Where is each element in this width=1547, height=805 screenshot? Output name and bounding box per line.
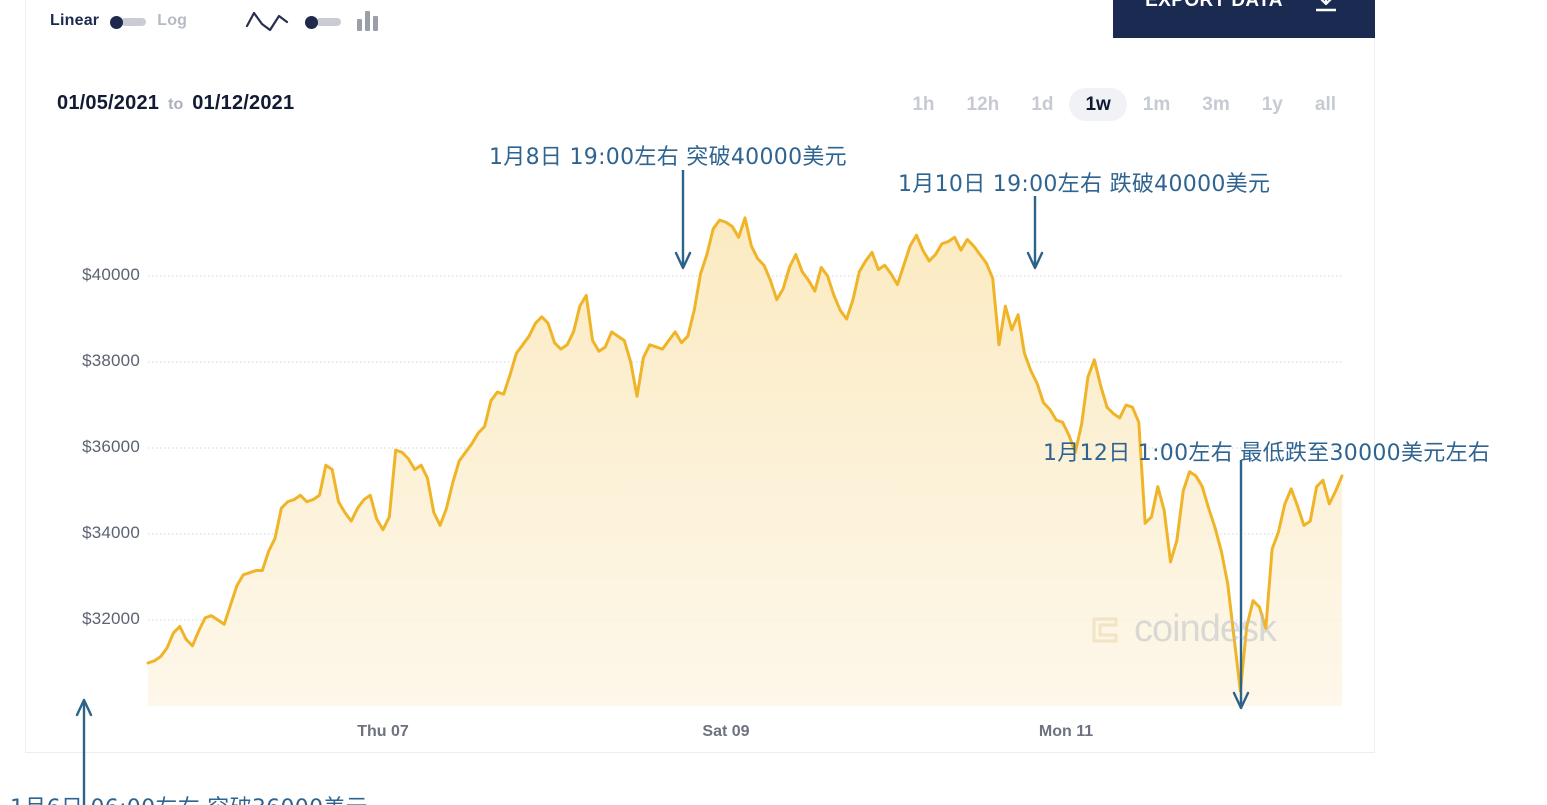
chart-type-group (245, 8, 379, 34)
toggle-knob (305, 15, 319, 29)
scale-log-label[interactable]: Log (157, 12, 188, 29)
period-1d[interactable]: 1d (1031, 94, 1054, 115)
y-axis-tick-label: $36000 (82, 437, 140, 456)
download-icon (1309, 0, 1343, 21)
x-axis-tick-label: Mon 11 (1038, 723, 1094, 740)
period-selector: 1h 12h 1d 1w 1m 3m 1y all (896, 88, 1352, 121)
annotation-break-above-40000: 1月8日 19:00左右 突破40000美元 (489, 145, 847, 170)
date-range: 01/05/2021 to 01/12/2021 (57, 92, 294, 115)
bar-chart-icon[interactable] (357, 11, 379, 31)
annotation-break-above-36000-cut: 1月6日 06:00左右 突破36000美元 (10, 790, 368, 805)
x-axis-tick-label: Sat 09 (702, 723, 750, 740)
range-start-date[interactable]: 01/05/2021 (57, 92, 160, 114)
range-to-label: to (168, 96, 184, 113)
toggle-track (121, 17, 147, 26)
export-data-button[interactable]: EXPORT DATA (1113, 0, 1375, 38)
y-axis-tick-label: $34000 (82, 523, 140, 542)
scale-toggle-switch[interactable] (110, 15, 147, 29)
period-1w[interactable]: 1w (1069, 88, 1127, 121)
coindesk-watermark: coindesk (1090, 608, 1277, 651)
toggle-track (316, 17, 342, 26)
x-axis-tick-label: Thu 07 (357, 723, 409, 740)
y-axis-tick-label: $38000 (82, 351, 140, 370)
range-end-date[interactable]: 01/12/2021 (192, 92, 295, 114)
toggle-knob (110, 15, 124, 29)
y-axis-tick-label: $40000 (82, 265, 140, 284)
export-data-label: EXPORT DATA (1145, 0, 1283, 11)
chart-toolbar: Linear Log (50, 6, 379, 36)
period-1m[interactable]: 1m (1142, 94, 1171, 115)
period-all[interactable]: all (1314, 94, 1336, 115)
period-1y[interactable]: 1y (1261, 94, 1283, 115)
period-1h[interactable]: 1h (912, 94, 935, 115)
period-12h[interactable]: 12h (966, 94, 1000, 115)
annotation-break-below-40000: 1月10日 19:00左右 跌破40000美元 (898, 172, 1271, 197)
coindesk-watermark-text: coindesk (1134, 608, 1277, 650)
period-3m[interactable]: 3m (1202, 94, 1230, 115)
chart-type-toggle-switch[interactable] (305, 15, 342, 29)
scale-linear-label[interactable]: Linear (50, 12, 100, 29)
line-chart-icon[interactable] (245, 8, 289, 34)
y-axis-tick-label: $32000 (82, 609, 140, 628)
coindesk-logo-icon (1092, 616, 1118, 643)
annotation-low-30000: 1月12日 1:00左右 最低跌至30000美元左右 (1043, 441, 1491, 466)
